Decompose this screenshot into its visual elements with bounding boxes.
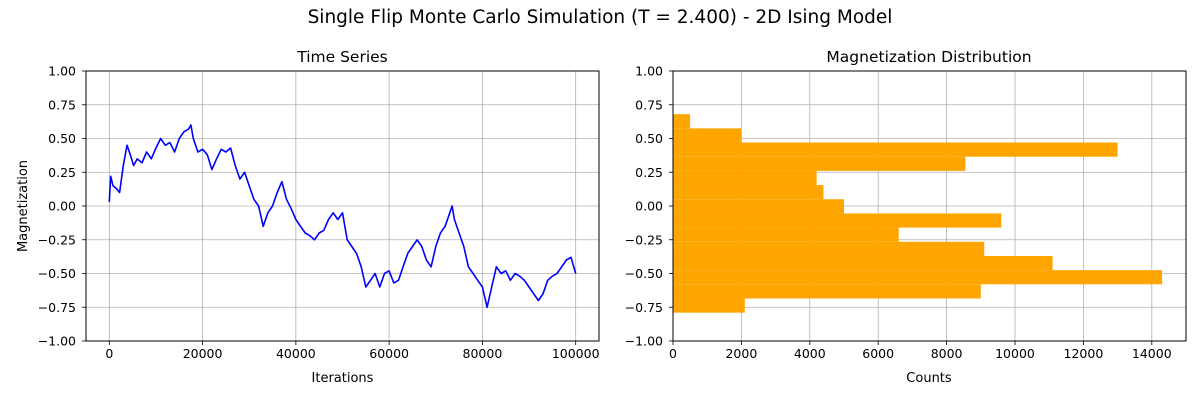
histogram-bar — [673, 142, 1118, 157]
time-series-title: Time Series — [296, 48, 388, 66]
histogram-bar — [673, 227, 899, 242]
time-series-ytick-label: −0.75 — [38, 300, 76, 315]
distribution-title: Magnetization Distribution — [826, 48, 1031, 66]
distribution-xtick-label: 14000 — [1132, 346, 1172, 361]
distribution-ytick-label: −1.00 — [625, 334, 663, 349]
time-series-xtick-label: 0 — [105, 346, 113, 361]
histogram-bar — [673, 199, 844, 214]
histogram-bar — [673, 114, 691, 129]
time-series-plot: Time Series 0 20000 40000 60000 80000 100000 −… — [16, 48, 600, 386]
histogram-bar — [673, 241, 985, 256]
distribution-plot: Magnetization Distribution 0 2000 4000 6000… — [625, 48, 1187, 386]
histogram-bar — [673, 128, 742, 143]
distribution-xtick-label: 8000 — [931, 346, 963, 361]
distribution-ytick-label: 0.25 — [635, 165, 663, 180]
time-series-ytick-label: 0.50 — [48, 131, 76, 146]
time-series-ytick-label: −0.25 — [38, 232, 76, 247]
time-series-ytick-label: −1.00 — [38, 334, 76, 349]
time-series-ytick-label: 0.00 — [48, 199, 76, 214]
time-series-xtick-label: 80000 — [463, 346, 503, 361]
distribution-marks — [673, 114, 1163, 313]
distribution-xlabel: Counts — [906, 371, 952, 386]
histogram-bar — [673, 284, 981, 299]
distribution-ytick-label: 1.00 — [635, 64, 663, 79]
time-series-xlabel: Iterations — [312, 371, 374, 386]
distribution-xtick-label: 6000 — [862, 346, 894, 361]
time-series-grid — [86, 70, 599, 342]
time-series-ytick-label: −0.50 — [38, 266, 76, 281]
time-series-ytick-label: 1.00 — [48, 64, 76, 79]
distribution-ytick-label: 0.75 — [635, 97, 663, 112]
distribution-ytick-label: −0.50 — [625, 266, 663, 281]
histogram-bar — [673, 270, 1163, 285]
distribution-ytick-label: 0.00 — [635, 199, 663, 214]
histogram-bar — [673, 213, 1002, 228]
time-series-ytick-label: 0.25 — [48, 165, 76, 180]
time-series-xtick-label: 100000 — [552, 346, 600, 361]
time-series-ticks: 0 20000 40000 60000 80000 100000 −1.00 −0.75 −0.… — [38, 64, 600, 362]
distribution-xtick-label: 10000 — [995, 346, 1035, 361]
time-series-ylabel: Magnetization — [16, 160, 31, 252]
time-series-xtick-label: 40000 — [276, 346, 316, 361]
histogram-bar — [673, 185, 824, 200]
magnetization-series-line — [108, 124, 577, 309]
distribution-xtick-label: 12000 — [1064, 346, 1104, 361]
distribution-xtick-label: 0 — [669, 346, 677, 361]
distribution-ytick-label: 0.50 — [635, 131, 663, 146]
figure-title: Single Flip Monte Carlo Simulation (T = … — [308, 7, 893, 28]
time-series-xtick-label: 20000 — [183, 346, 223, 361]
time-series-marks — [108, 124, 577, 309]
distribution-ticks: 0 2000 4000 6000 8000 10000 12000 14000 −1.00 −0.… — [625, 64, 1172, 362]
histogram-bar — [673, 170, 817, 186]
histogram-bar — [673, 156, 966, 171]
time-series-xtick-label: 60000 — [369, 346, 409, 361]
distribution-ytick-label: −0.75 — [625, 300, 663, 315]
distribution-xtick-label: 2000 — [725, 346, 757, 361]
distribution-xtick-label: 4000 — [794, 346, 826, 361]
time-series-ytick-label: 0.75 — [48, 97, 76, 112]
histogram-bar — [673, 255, 1053, 271]
histogram-bar — [673, 298, 745, 313]
distribution-ytick-label: −0.25 — [625, 232, 663, 247]
